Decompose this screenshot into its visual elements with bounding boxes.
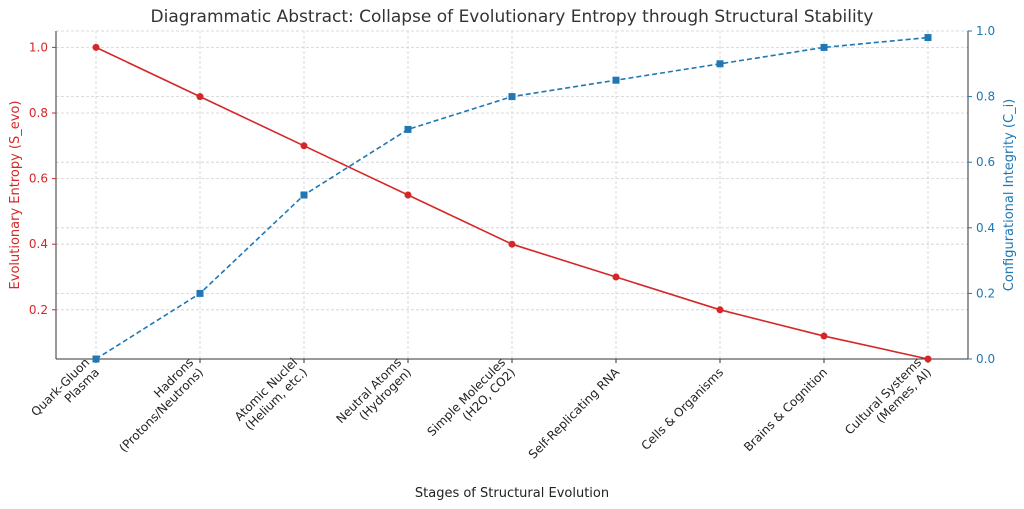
entropy-data-point: [196, 93, 204, 101]
y-left-tick-label: 0.6: [29, 172, 48, 186]
y-right-tick-label: 0.8: [976, 90, 995, 104]
y-right-tick-label: 1.0: [976, 24, 995, 38]
y-left-tick-label: 0.8: [29, 106, 48, 120]
integrity-data-point: [508, 93, 516, 101]
integrity-data-point: [404, 125, 412, 133]
y-right-tick-label: 0.4: [976, 221, 995, 235]
x-axis-title: Stages of Structural Evolution: [415, 486, 609, 501]
integrity-data-point: [612, 76, 620, 84]
y-right-tick-label: 0.6: [976, 155, 995, 169]
x-tick-label: Cultural Systems(Memes, AI): [842, 355, 934, 447]
x-tick-label: Hadrons(Protons/Neutrons): [106, 355, 206, 455]
x-tick-label: Brains & Cognition: [741, 365, 830, 454]
y-left-tick-label: 0.4: [29, 237, 48, 251]
entropy-data-point: [300, 142, 308, 150]
entropy-data-point: [820, 332, 828, 340]
integrity-data-point: [92, 355, 100, 363]
x-tick-label-line: (Protons/Neutrons): [116, 365, 206, 455]
y-right-axis-title: Configurational Integrity (C_i): [1002, 99, 1017, 292]
y-left-axis-title: Evolutionary Entropy (S_evo): [8, 101, 23, 290]
entropy-data-point: [404, 191, 412, 199]
entropy-data-point: [92, 43, 100, 51]
axes: [52, 30, 972, 363]
x-tick-label: Simple Molecules(H2O, CO2): [425, 355, 519, 449]
x-tick-label-line: Brains & Cognition: [741, 365, 830, 454]
integrity-data-point: [716, 60, 724, 68]
integrity-data-point: [196, 289, 204, 297]
entropy-data-point: [508, 240, 516, 248]
entropy-data-point: [612, 273, 620, 281]
x-tick-label: Quark-GluonPlasma: [28, 355, 102, 429]
x-tick-label-line: Cells & Organisms: [638, 365, 726, 453]
integrity-data-point: [820, 43, 828, 51]
integrity-data-point: [924, 34, 932, 42]
integrity-data-point: [300, 191, 308, 199]
x-tick-label: Self-Replicating RNA: [526, 365, 623, 462]
y-right-tick-label: 0.0: [976, 352, 995, 366]
x-tick-label: Atomic Nuclei(Helium, etc.): [232, 355, 310, 433]
y-left-tick-label: 1.0: [29, 40, 48, 54]
grid: [56, 30, 968, 360]
series-layer: [92, 34, 932, 363]
entropy-data-point: [716, 306, 724, 314]
y-right-tick-label: 0.2: [976, 286, 995, 300]
x-tick-label: Cells & Organisms: [638, 365, 726, 453]
entropy-data-point: [924, 355, 932, 363]
x-tick-label: Neutral Atoms(Hydrogen): [333, 355, 414, 436]
y-left-tick-label: 0.2: [29, 303, 48, 317]
x-tick-label-line: Self-Replicating RNA: [526, 365, 623, 462]
chart-title: Diagrammatic Abstract: Collapse of Evolu…: [151, 7, 874, 27]
